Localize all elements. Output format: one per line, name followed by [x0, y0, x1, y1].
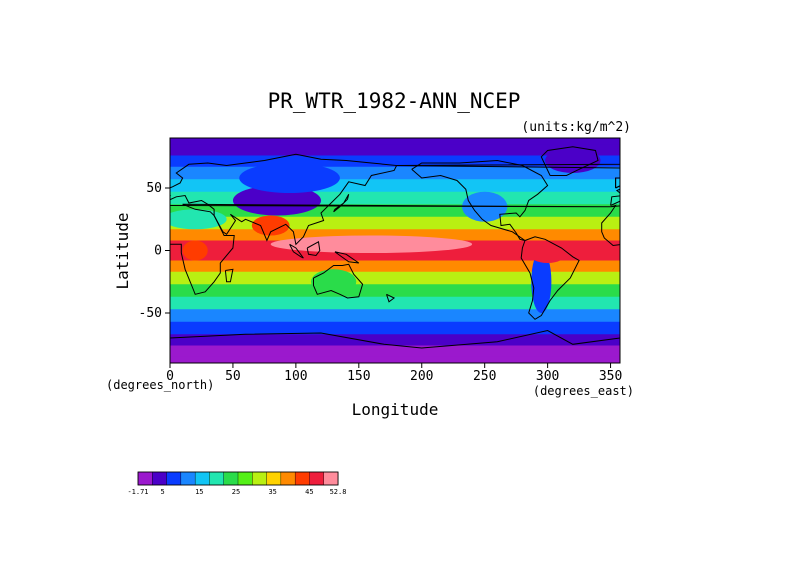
colorbar-swatch [294, 471, 310, 486]
amazon-moist-region [528, 243, 567, 263]
eurasia-coast [170, 153, 398, 246]
data-band [170, 356, 620, 363]
north-america-coast [411, 159, 549, 241]
y-units-label: (degrees_north) [106, 378, 214, 392]
x-tick-layer: 0 50 100 150 200 250 300 350 [166, 363, 622, 384]
chart-title: PR_WTR_1982-ANN_NCEP [268, 89, 521, 113]
borneo-coast [306, 241, 321, 257]
siberia-dry-region [239, 163, 340, 193]
data-band [170, 309, 620, 323]
data-band [170, 345, 620, 358]
x-tick-label: 200 [410, 369, 433, 384]
britain-coast-wrap [615, 177, 620, 189]
data-band [170, 271, 620, 285]
data-band [170, 296, 620, 310]
x-tick-label: 0 [166, 369, 174, 384]
colorbar-swatch [280, 471, 296, 486]
colorbar-swatch [323, 471, 339, 486]
colorbar-swatch [166, 471, 182, 486]
data-band [170, 179, 620, 193]
units-label: (units:kg/m^2) [521, 120, 631, 135]
data-band [170, 284, 620, 298]
colorbar-label: 45 [305, 488, 313, 496]
data-band [170, 155, 620, 168]
sahara-region [170, 209, 227, 230]
colorbar-frame [137, 471, 339, 486]
y-tick-label: 50 [146, 181, 162, 196]
antarctica-coast [170, 329, 620, 349]
y-tick-layer: -50 0 50 [139, 181, 170, 321]
japan-coast [333, 194, 350, 213]
x-tick-label: 350 [599, 369, 622, 384]
y-tick-label: 0 [154, 244, 162, 259]
greenland-dry-region [545, 148, 601, 173]
australia-coast [313, 263, 364, 299]
congo-moist-region [182, 240, 208, 261]
africa-coast-wrap [601, 204, 620, 247]
x-tick-label: 50 [225, 369, 241, 384]
australia-dry-region [310, 269, 357, 295]
colorbar-swatch [252, 471, 268, 486]
colorbar-swatch [209, 471, 225, 486]
data-band [170, 138, 620, 145]
madagascar-coast [224, 268, 234, 283]
colorbar-swatch [223, 471, 239, 486]
colorbar-label: 52.8 [330, 488, 347, 496]
colorbar-label: 35 [268, 488, 276, 496]
colorbar-swatch [180, 471, 196, 486]
y-axis-label: Latitude [113, 212, 132, 289]
colorbar-label: 25 [232, 488, 240, 496]
data-band [170, 334, 620, 346]
colorbar-swatch [137, 471, 153, 486]
colorbar: -1.71 5 15 25 35 45 52.8 [127, 471, 347, 496]
andes-dry-region [531, 250, 552, 313]
data-band [170, 260, 620, 273]
colorbar-label: 5 [161, 488, 165, 496]
x-tick-label: 300 [536, 369, 559, 384]
sumatra-coast [289, 243, 304, 259]
data-band [170, 250, 620, 261]
x-tick-label: 150 [347, 369, 370, 384]
greenland-coast [540, 146, 599, 176]
colorbar-label: -1.71 [127, 488, 148, 496]
x-tick-label: 100 [284, 369, 307, 384]
y-tick-label: -50 [139, 306, 162, 321]
x-axis-label: Longitude [352, 400, 439, 419]
colorbar-swatch [152, 471, 168, 486]
data-band [170, 321, 620, 335]
regional-anomaly-layer [170, 148, 601, 313]
warm-pool-core [270, 235, 473, 253]
colorbar-swatch [237, 471, 253, 486]
colorbar-swatch [266, 471, 282, 486]
x-units-label: (degrees_east) [533, 384, 634, 398]
coastline-layer [170, 146, 620, 349]
new-zealand-coast [386, 293, 396, 303]
tibet-dry-region [232, 185, 322, 216]
new-guinea-coast [334, 251, 360, 264]
south-america-coast [520, 236, 580, 320]
data-band [170, 144, 620, 156]
plot-area [170, 138, 620, 363]
data-band [170, 229, 620, 241]
india-moist-region [251, 215, 290, 236]
colorbar-label: 15 [195, 488, 203, 496]
colorbar-swatch [309, 471, 325, 486]
colorbar-swatch [194, 471, 210, 486]
x-tick-label: 250 [473, 369, 496, 384]
